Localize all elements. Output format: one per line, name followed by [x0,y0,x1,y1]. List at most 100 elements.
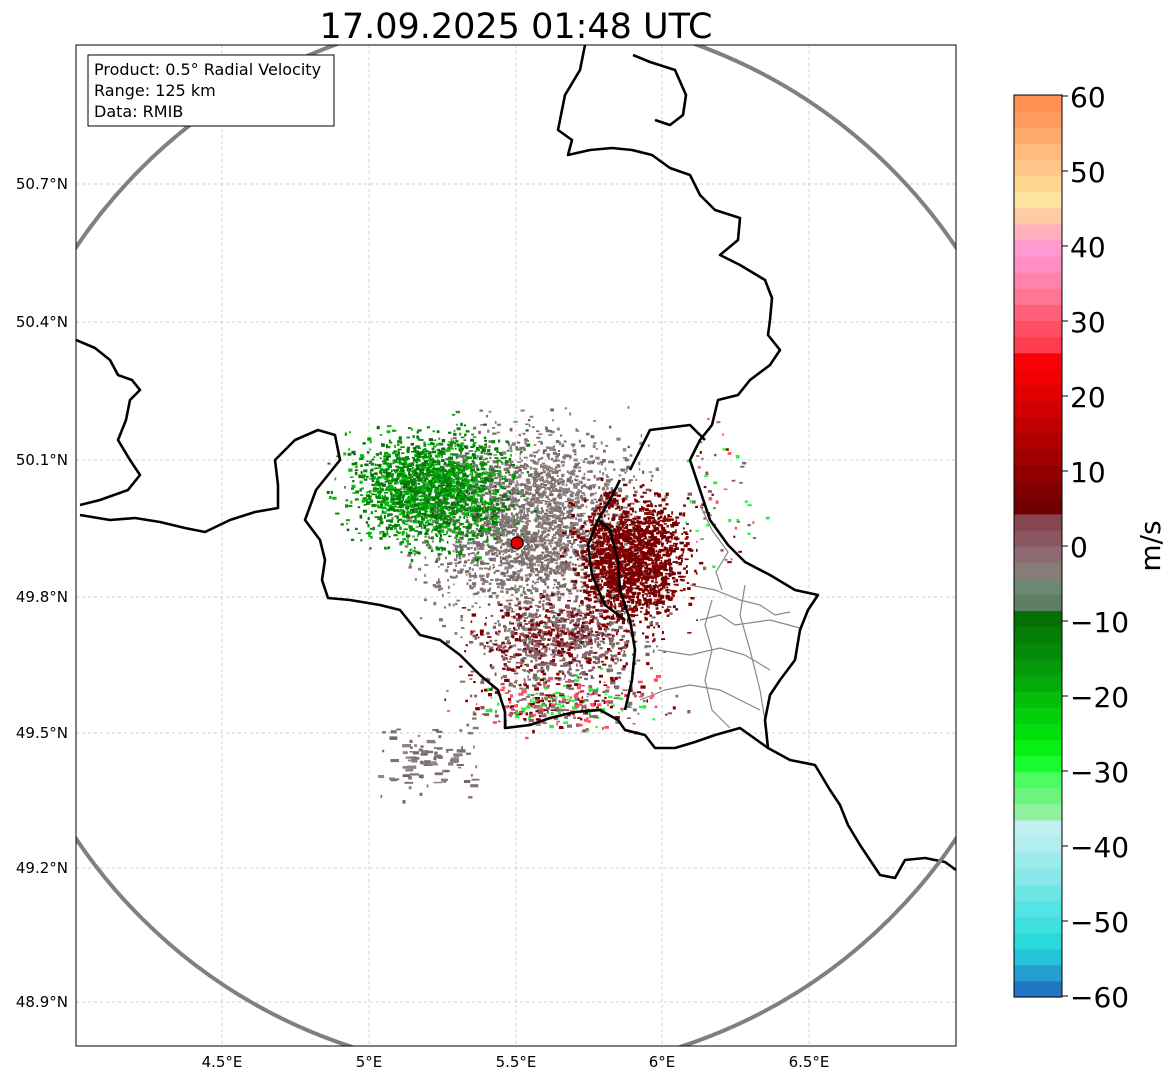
radar-echo [513,523,516,526]
radar-echo [431,517,433,520]
radar-echo [476,455,479,458]
radar-echo [671,550,676,553]
radar-echo [386,425,392,428]
radar-echo [519,513,522,516]
radar-echo [523,587,525,590]
map-panel[interactable]: Product: 0.5° Radial Velocity Range: 125… [0,13,1046,1073]
radar-echo [585,523,587,526]
radar-echo [528,541,531,544]
radar-echo [421,471,425,475]
radar-echo [419,492,424,494]
radar-echo [554,470,559,473]
radar-echo [434,501,440,504]
radar-echo [417,534,420,537]
radar-echo [547,465,551,469]
radar-echo [532,532,537,535]
radar-echo [486,460,490,463]
radar-echo [514,530,518,533]
radar-echo [425,478,429,481]
radar-echo [521,562,525,566]
radar-echo [556,565,562,569]
radar-echo [492,496,497,500]
radar-echo [569,455,572,459]
radar-echo [637,551,639,555]
radar-echo [410,442,414,446]
radar-echo [595,545,598,548]
radar-echo [552,528,554,531]
radar-echo [511,478,514,481]
radar-echo [543,484,548,487]
radar-echo [626,523,629,527]
radar-echo [498,550,503,553]
radar-echo [556,593,559,596]
radar-echo [503,605,508,609]
radar-echo [454,505,456,508]
radar-echo [633,552,638,556]
radar-echo [416,435,419,439]
radar-echo [535,491,539,495]
radar-echo [580,528,583,530]
radar-echo [502,532,505,535]
radar-echo [580,544,585,548]
radar-echo [506,449,510,452]
radar-echo [344,432,347,436]
radar-echo [462,511,465,516]
radar-echo [463,495,468,497]
radar-echo [386,455,391,458]
radar-echo [560,520,563,523]
radar-echo [379,483,383,486]
radar-echo [506,516,509,519]
radar-echo [671,576,676,580]
radar-echo [520,565,523,567]
radar-echo [491,552,496,556]
radar-echo [560,534,565,538]
radar-echo [487,516,489,520]
radar-echo [374,487,377,490]
radar-echo [544,556,547,559]
radar-echo [486,572,490,576]
radar-echo [624,471,627,474]
radar-echo [521,527,526,530]
radar-echo [437,565,440,568]
radar-echo [482,448,486,452]
radar-echo [475,446,479,450]
radar-echo [645,567,649,570]
radar-echo [558,544,563,546]
radar-echo [463,564,466,567]
radar-echo [534,582,537,585]
radar-echo [481,487,484,489]
radar-echo [549,467,553,470]
radar-echo [592,484,597,487]
radar-echo [535,540,540,543]
radar-echo [452,502,457,506]
radar-echo [614,507,618,510]
radar-echo [452,436,457,440]
radar-echo [455,505,459,509]
radar-echo [626,553,629,557]
radar-echo [470,463,473,466]
radar-echo [657,510,660,513]
radar-echo [526,511,529,515]
radar-echo [523,464,526,468]
radar-echo [481,524,485,526]
radar-echo [472,515,476,518]
radar-echo [501,502,505,506]
radar-echo [644,536,648,539]
radar-echo [359,488,362,492]
radar-echo [371,468,374,472]
radar-echo [437,454,441,458]
radar-echo [380,521,384,525]
radar-echo [532,451,537,454]
radar-echo [501,542,505,546]
radar-echo [478,456,483,460]
radar-echo [582,512,586,515]
radar-echo [435,547,441,551]
radar-echo [558,465,561,468]
radar-echo [436,522,440,525]
radar-echo [463,560,468,564]
radar-echo [661,638,666,640]
radar-echo [495,515,499,518]
radar-echo [515,489,519,492]
radar-echo [437,491,442,496]
